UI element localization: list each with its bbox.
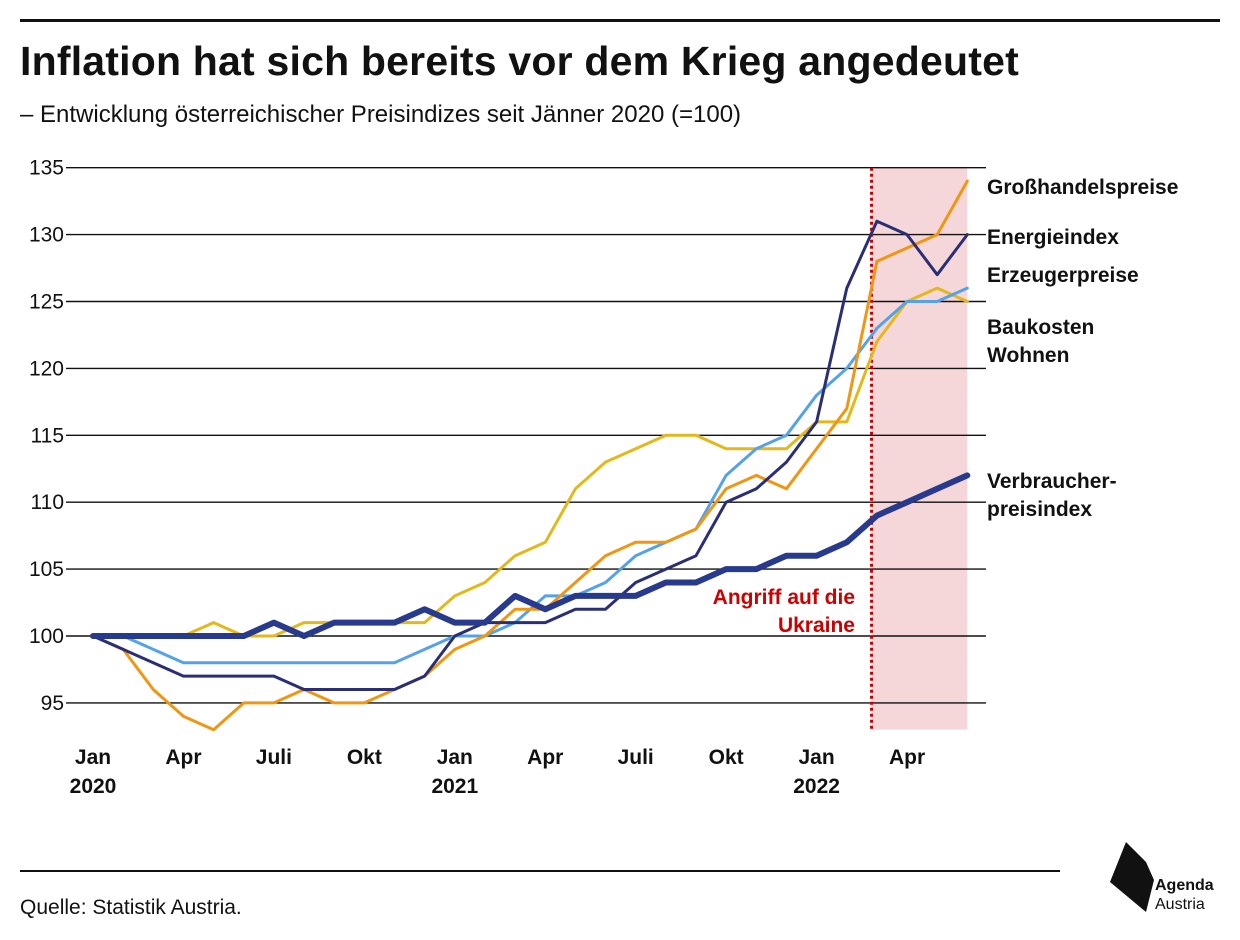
y-tick-label-120: 120 <box>29 357 64 380</box>
y-tick-label-135: 135 <box>29 157 64 180</box>
x-tick-label-2020-07: Juli <box>256 746 292 769</box>
annotation-line-2: Ukraine <box>778 614 855 637</box>
y-tick-label-95: 95 <box>41 692 64 715</box>
y-tick-label-105: 105 <box>29 558 64 581</box>
series-label-verbraucherpreisindex-0: Verbraucher- <box>987 470 1117 493</box>
series-label-gro-handelspreise-0: Großhandelspreise <box>987 176 1178 199</box>
top-rule <box>20 19 1220 22</box>
series-label-verbraucherpreisindex-1: preisindex <box>987 498 1092 521</box>
chart-title: Inflation hat sich bereits vor dem Krieg… <box>20 38 1019 84</box>
x-tick-label-2021-01: Jan <box>437 746 473 769</box>
x-tick-label-2021-07: Juli <box>618 746 654 769</box>
series-label-baukosten-wohnen-0: Baukosten <box>987 316 1094 339</box>
annotation-line-1: Angriff auf die <box>713 586 855 609</box>
x-tick-label-2020-04: Apr <box>165 746 201 769</box>
x-tick-label-2022-01: Jan <box>799 746 835 769</box>
x-tick-label-2020-01: Jan <box>75 746 111 769</box>
series-label-baukosten-wohnen-1: Wohnen <box>987 344 1069 367</box>
bottom-rule <box>20 870 1060 872</box>
series-line-verbraucherpreisindex <box>90 472 971 639</box>
x-tick-year-2020-01: 2020 <box>70 775 117 798</box>
y-tick-label-125: 125 <box>29 291 64 314</box>
x-tick-label-2021-10: Okt <box>709 746 744 769</box>
agenda-austria-logo: Agenda Austria <box>1108 840 1228 920</box>
chart-subtitle: – Entwicklung österreichischer Preisindi… <box>20 101 742 128</box>
y-tick-label-115: 115 <box>31 424 64 447</box>
source-note: Quelle: Statistik Austria. <box>20 896 242 919</box>
y-tick-label-100: 100 <box>29 625 64 648</box>
logo-text-austria: Austria <box>1155 896 1205 913</box>
logo-mark-icon <box>1110 842 1154 912</box>
x-tick-label-2020-10: Okt <box>347 746 382 769</box>
y-tick-label-130: 130 <box>29 224 64 247</box>
y-tick-label-110: 110 <box>31 491 64 514</box>
logo-text-agenda: Agenda <box>1155 877 1214 894</box>
series-label-energieindex-0: Energieindex <box>987 226 1119 249</box>
x-tick-label-2022-04: Apr <box>889 746 925 769</box>
series-line-gro-handelspreise <box>91 179 969 732</box>
series-label-erzeugerpreise-0: Erzeugerpreise <box>987 264 1139 287</box>
series-line-energieindex <box>91 219 969 691</box>
line-chart: 95 100 105 110 115 120 125 130 135 Baukosten Wohne… <box>29 157 1178 798</box>
x-tick-year-2021-01: 2021 <box>431 775 478 798</box>
x-tick-label-2021-04: Apr <box>527 746 563 769</box>
x-tick-year-2022-01: 2022 <box>793 775 840 798</box>
